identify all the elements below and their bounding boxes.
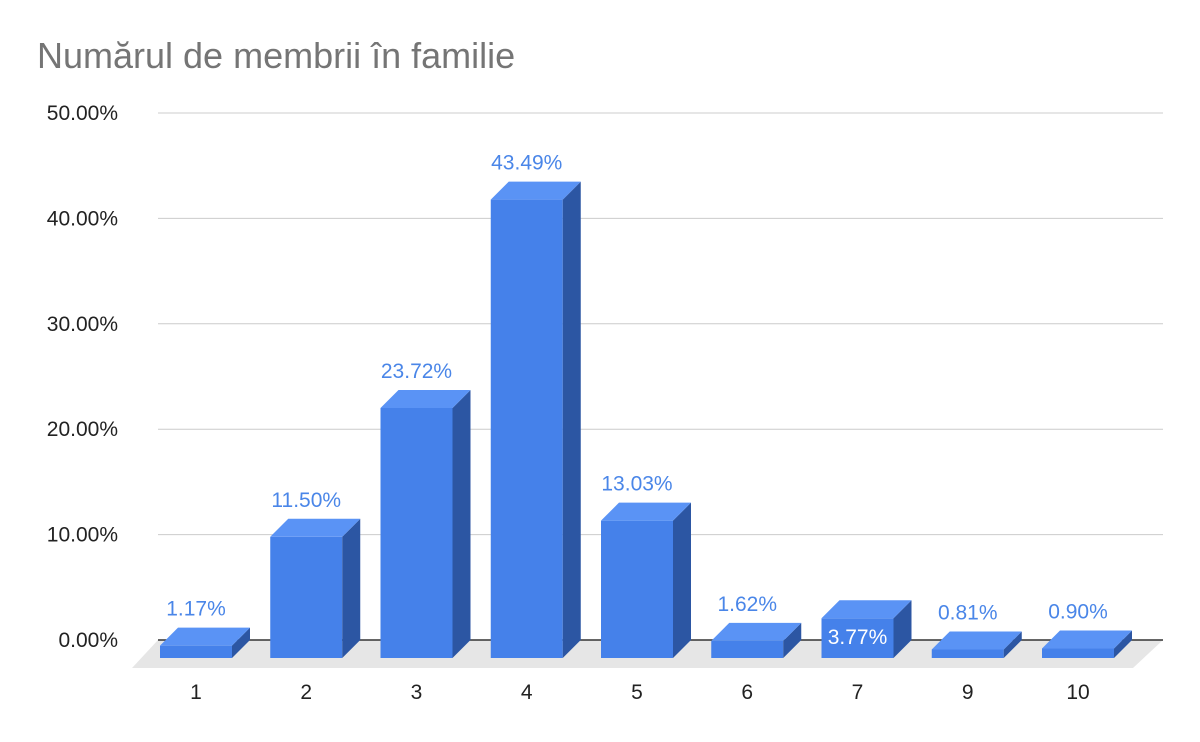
bar-side xyxy=(1114,630,1132,658)
bar-side xyxy=(452,389,471,658)
bar-front xyxy=(1042,648,1114,658)
bar-top xyxy=(380,389,471,408)
bar-front xyxy=(601,520,673,658)
x-tick-label: 1 xyxy=(190,681,202,704)
bar xyxy=(270,518,361,658)
data-label: 3.77% xyxy=(828,626,888,649)
bar-top xyxy=(711,622,802,641)
bar xyxy=(601,502,691,658)
y-tick-label: 10.00% xyxy=(47,524,118,547)
bar xyxy=(931,631,1022,658)
bar-side xyxy=(1003,631,1022,658)
data-label: 43.49% xyxy=(491,152,562,175)
x-tick-label: 2 xyxy=(300,681,312,704)
y-tick-label: 50.00% xyxy=(47,102,118,125)
bar-front xyxy=(270,536,343,658)
bar xyxy=(490,181,581,658)
bar-top xyxy=(490,181,581,200)
bar-side xyxy=(562,181,581,658)
x-tick-label: 6 xyxy=(741,681,753,704)
data-label: 1.17% xyxy=(166,598,226,621)
x-tick-label: 5 xyxy=(631,681,643,704)
bar xyxy=(821,600,912,658)
y-tick-label: 20.00% xyxy=(47,418,118,441)
bars xyxy=(160,181,1132,658)
bar-top xyxy=(821,600,912,619)
bar-top xyxy=(270,518,361,537)
bar-side xyxy=(232,627,250,658)
y-tick-label: 30.00% xyxy=(47,313,118,336)
x-tick-label: 7 xyxy=(852,681,864,704)
bar-side xyxy=(783,622,802,658)
y-axis-ticks: 0.00% 10.00% 20.00% 30.00% 40.00% 50.00% xyxy=(47,102,118,652)
bar-side xyxy=(673,502,691,658)
bar-front xyxy=(711,640,784,658)
data-label: 13.03% xyxy=(601,473,672,496)
x-tick-label: 10 xyxy=(1066,681,1089,704)
data-label: 0.81% xyxy=(938,601,998,624)
bar-front xyxy=(160,645,232,658)
bar xyxy=(1042,630,1132,658)
bar-side xyxy=(893,600,912,658)
bar xyxy=(711,622,802,658)
data-label: 23.72% xyxy=(381,360,452,383)
bar-top xyxy=(931,631,1022,650)
bar xyxy=(380,389,471,658)
bar-front xyxy=(821,618,894,658)
data-label: 1.62% xyxy=(717,593,777,616)
data-labels: 1.17% 11.50% 23.72% 43.49% 13.03% 1.62% 3.77% 0… xyxy=(166,152,1108,649)
bar xyxy=(160,627,250,658)
bar-top xyxy=(601,502,691,521)
bar-front xyxy=(380,407,453,658)
bar-top xyxy=(160,627,250,646)
data-label: 0.90% xyxy=(1048,601,1108,624)
chart-title: Numărul de membrii în familie xyxy=(37,35,515,76)
x-tick-label: 3 xyxy=(411,681,423,704)
data-label: 11.50% xyxy=(271,489,341,512)
bar-front xyxy=(931,649,1004,658)
x-tick-label: 9 xyxy=(962,681,974,704)
bar-top xyxy=(1042,630,1132,649)
y-tick-label: 0.00% xyxy=(58,629,118,652)
y-tick-label: 40.00% xyxy=(47,207,118,230)
x-axis-ticks: 1 2 3 4 5 6 7 9 10 xyxy=(190,681,1090,704)
bar-front xyxy=(490,199,563,658)
x-tick-label: 4 xyxy=(521,681,533,704)
bar-side xyxy=(342,518,361,658)
